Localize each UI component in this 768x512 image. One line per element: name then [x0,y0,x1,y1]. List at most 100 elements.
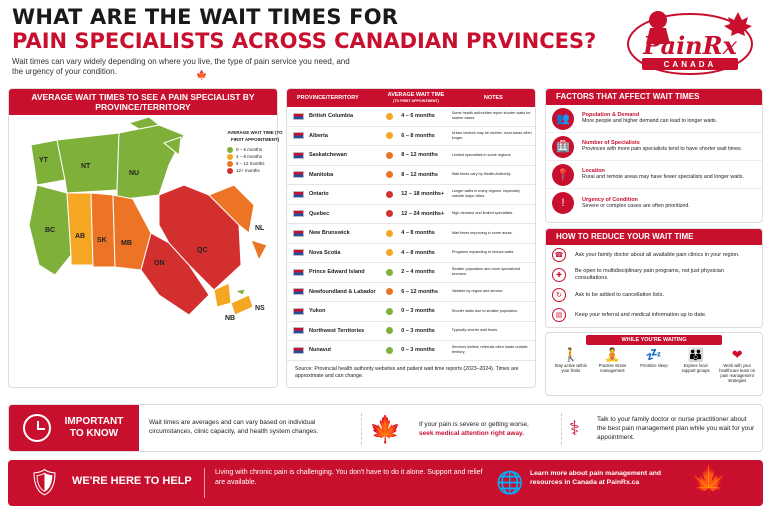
page-subtitle: Wait times can vary widely depending on … [12,57,350,76]
province-name: Quebec [309,210,330,217]
region-ab [66,192,94,266]
row-note: Urban centres may be shorter; rural area… [451,130,532,140]
legend-title: AVERAGE WAIT TIME (TO FIRST APPOINTMENT) [227,130,283,142]
help-text: Living with chronic pain is challenging.… [204,468,484,498]
col-wait: AVERAGE WAIT TIME (TO FIRST APPOINTMENT) [387,92,445,103]
label-ns: NS [255,305,265,312]
row-note: Typically shorter wait times. [451,328,499,333]
factor-desc: Provinces with more pain specialists ten… [582,146,743,152]
region-nl [208,184,268,262]
table-row: Saskatchewan 8 – 12 months Limited special… [287,146,535,166]
severe-link: seek medical attention right away. [419,430,524,437]
col-province: PROVINCE/TERRITORY [297,95,359,101]
province-flag-icon [293,249,304,257]
province-flag-icon [293,229,304,237]
phone-icon: ☎ [552,248,566,262]
row-note: Variable by region and service. [451,289,504,294]
important-text: Wait times are averages and can vary bas… [149,419,319,435]
label-yt: YT [39,157,48,164]
painrx-logo: PainRx CANADA [627,11,753,75]
region-pe [233,288,246,296]
help-link[interactable]: Learn more about pain management and res… [530,470,662,486]
hospital-icon: 🏥 [552,135,574,158]
legend-label: 4 – 8 months [236,154,263,159]
province-flag-icon [293,327,304,335]
wait-value: 8 – 12 months [401,152,438,159]
row-note: Smaller population and more specialized … [451,267,521,277]
wait-value: 6 – 12 months [401,288,438,295]
label-nt: NT [81,163,91,170]
province-flag-icon [293,151,304,159]
maple-leaf-icon: 🍁 [690,465,728,498]
wait-value: 2 – 4 months [401,269,435,276]
walking-icon: 🚶 [562,347,579,362]
wait-indicator [386,249,394,257]
legend-label: 8 – 12 months [236,161,265,166]
severe-text: If your pain is severe or getting worse,… [419,421,529,437]
table-header: PROVINCE/TERRITORY AVERAGE WAIT TIME (TO … [287,89,535,107]
wait-value: 4 – 6 months [401,113,435,120]
province-name: Prince Edward Island [309,269,365,276]
wait-indicator [386,288,394,296]
reduce-title: HOW TO REDUCE YOUR WAIT TIME [546,229,762,245]
map-panel: AVERAGE WAIT TIMES TO SEE A PAIN SPECIAL… [8,88,283,388]
province-name: Saskatchewan [309,152,347,159]
waiting-item: Stay active within your limits [554,363,587,373]
row-note: Shorter waits due to smaller population. [451,308,519,313]
wait-indicator [386,229,394,237]
province-name: Nunavut [309,347,331,354]
row-note: Services limited; referrals often made o… [451,345,528,355]
table-row: Nunavut 0 – 3 months Services limited; ref… [287,341,535,361]
help-title: WE'RE HERE TO HELP [72,475,192,487]
province-name: British Columbia [309,113,354,120]
factor-title: Population & Demand [582,112,640,118]
region-nt [56,132,120,194]
reduce-item: Ask your family doctor about all availab… [575,251,740,258]
factor-title: Number of Specialists [582,140,640,146]
province-name: Nova Scotia [309,249,341,256]
map-title: AVERAGE WAIT TIMES TO SEE A PAIN SPECIAL… [9,89,277,115]
table-row: Alberta 6 – 8 months Urban centres may be … [287,127,535,146]
row-note: Longer waits in many regions, especially… [451,189,520,199]
table-row: Yukon 0 – 3 months Shorter waits due to sm… [287,302,535,322]
wait-indicator [386,151,394,159]
wait-value: 4 – 8 months [401,249,435,256]
factors-panel: FACTORS THAT AFFECT WAIT TIMES 👥 Populati… [545,88,763,223]
wait-value: 0 – 3 months [401,308,435,315]
table-row: Nova Scotia 4 – 8 months Programs expandin… [287,244,535,263]
wait-indicator [386,346,394,354]
waiting-panel: WHILE YOU'RE WAITING 🚶 Stay active within… [545,332,763,396]
table-row: Ontario 12 – 18 months+ Longer waits in ma… [287,185,535,205]
wait-indicator [386,112,394,120]
row-note: Wait times improving in some areas. [451,230,513,235]
province-flag-icon [293,288,304,296]
row-note: Some health authorities report shorter w… [451,111,531,121]
wait-indicator [386,171,394,179]
talk-text: Talk to your family doctor or nurse prac… [597,416,755,441]
province-name: Yukon [309,308,326,315]
table-source: Source: Provincial health authority webs… [295,365,519,379]
wait-indicator [386,210,394,218]
table-row: New Brunswick 4 – 8 months Wait times impr… [287,224,535,244]
factors-title: FACTORS THAT AFFECT WAIT TIMES [546,89,762,105]
map-legend: AVERAGE WAIT TIME (TO FIRST APPOINTMENT)… [227,129,283,174]
province-flag-icon [293,171,304,179]
wait-indicator [386,327,394,335]
wait-time-table: PROVINCE/TERRITORY AVERAGE WAIT TIME (TO … [286,88,536,388]
wait-value: 0 – 3 months [401,347,435,354]
region-qc [158,184,242,291]
wait-indicator [386,268,394,276]
location-icon: 📍 [552,163,574,186]
province-name: New Brunswick [309,230,350,237]
help-banner: 🛡 WE'RE HERE TO HELP Living with chronic… [8,460,763,506]
people-icon: 👥 [552,107,574,130]
wait-value: 6 – 8 months [401,132,435,139]
wait-value: 4 – 8 months [401,230,435,237]
waiting-title: WHILE YOU'RE WAITING [586,335,722,345]
label-nb: NB [225,315,236,322]
table-row: Prince Edward Island 2 – 4 months Smaller … [287,263,535,283]
label-qc: QC [197,247,208,254]
waiting-item: Practise stress management [598,363,627,373]
canada-map [28,116,268,316]
heart-hand-icon: ❤ [731,347,743,362]
